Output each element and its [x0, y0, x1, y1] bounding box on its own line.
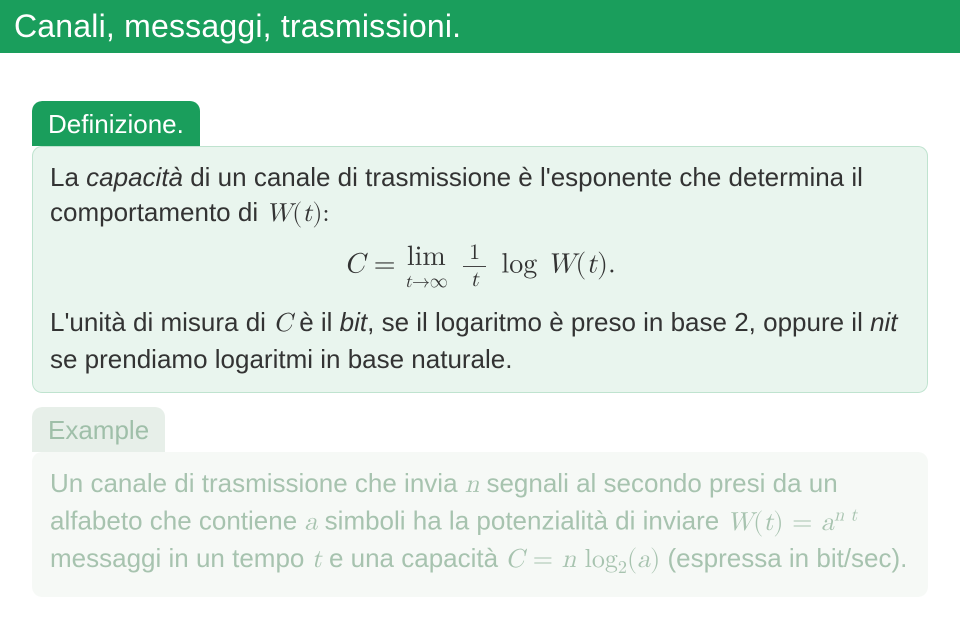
math-t: t — [312, 547, 322, 573]
text: è il — [292, 307, 340, 337]
keyword-nit: nit — [870, 307, 897, 337]
math-lparen: ( — [292, 201, 302, 227]
eq-frac-den: t — [463, 267, 486, 291]
ex-lp2: ( — [627, 547, 637, 573]
eq-equals: = — [364, 251, 404, 279]
math-rparen-colon: ): — [312, 201, 329, 227]
eq-C: C — [344, 251, 364, 279]
eq-lim-t: t — [405, 273, 412, 291]
definition-paragraph-2: L'unità di misura di C è il bit, se il l… — [50, 305, 910, 377]
ex-rp2: ) — [650, 547, 660, 573]
text: e una capacità — [322, 543, 506, 573]
ex-log: log — [576, 547, 618, 573]
eq-t: t — [586, 251, 597, 279]
content-area: Definizione. La capacità di un canale di… — [0, 53, 960, 597]
math-Wt-eq-ant: W(t) = an t — [726, 506, 857, 536]
text: simboli ha la potenzialità di inviare — [317, 506, 726, 536]
text: Un canale di trasmissione che invia — [50, 468, 465, 498]
text: se prendiamo logaritmi in base naturale. — [50, 344, 512, 374]
math-a: a — [304, 510, 317, 536]
eq-lim-arrow: →∞ — [412, 273, 448, 291]
ex-W: W — [726, 510, 753, 536]
ex-eq2: = — [524, 547, 562, 573]
text: La — [50, 162, 86, 192]
ex-a: a — [821, 510, 834, 536]
math-C: C — [273, 311, 292, 337]
definition-paragraph-1: La capacità di un canale di trasmissione… — [50, 160, 910, 232]
example-paragraph: Un canale di trasmissione che invia n se… — [50, 466, 910, 581]
ex-n: n — [562, 547, 576, 573]
ex-rp-eq: ) = — [773, 510, 821, 536]
example-block: Example Un canale di trasmissione che in… — [32, 407, 928, 597]
slide-title: Canali, messaggi, trasmissioni. — [14, 8, 946, 45]
text: (espressa in bit/sec). — [660, 543, 907, 573]
eq-space2 — [448, 251, 457, 279]
eq-lparen: ( — [575, 251, 586, 279]
ex-a2: a — [637, 547, 650, 573]
ex-C: C — [505, 547, 524, 573]
eq-lim-sub: t→∞ — [405, 273, 448, 291]
text: L'unità di misura di — [50, 307, 273, 337]
eq-frac: 1t — [463, 242, 486, 291]
math-C-eq-nlog2a: C = n log2(a) — [505, 543, 660, 573]
definition-block: Definizione. La capacità di un canale di… — [32, 101, 928, 393]
math-t: t — [302, 201, 312, 227]
definition-body: La capacità di un canale di trasmissione… — [32, 146, 928, 393]
definition-label: Definizione. — [32, 101, 200, 146]
ex-lp: ( — [753, 510, 763, 536]
text: , se il logaritmo è preso in base 2, opp… — [367, 307, 870, 337]
eq-lim-word: lim — [405, 243, 448, 271]
eq-frac-num: 1 — [463, 242, 486, 267]
keyword-bit: bit — [340, 307, 367, 337]
math-W: W — [265, 201, 292, 227]
math-n: n — [465, 472, 479, 498]
title-bar: Canali, messaggi, trasmissioni. — [0, 0, 960, 53]
eq-lim: lim t→∞ — [405, 243, 448, 291]
keyword-capacita: capacità — [86, 162, 183, 192]
example-label: Example — [32, 407, 165, 452]
eq-log: log — [492, 251, 546, 279]
eq-rparen: ). — [597, 251, 616, 279]
definition-equation: C = limt→∞ 1t log W(t). — [50, 232, 910, 305]
ex-log-base: 2 — [618, 558, 627, 577]
text: messaggi in un tempo — [50, 543, 312, 573]
ex-nt: n t — [834, 505, 857, 524]
ex-t: t — [763, 510, 773, 536]
example-body: Un canale di trasmissione che invia n se… — [32, 452, 928, 597]
eq-W: W — [547, 251, 576, 279]
